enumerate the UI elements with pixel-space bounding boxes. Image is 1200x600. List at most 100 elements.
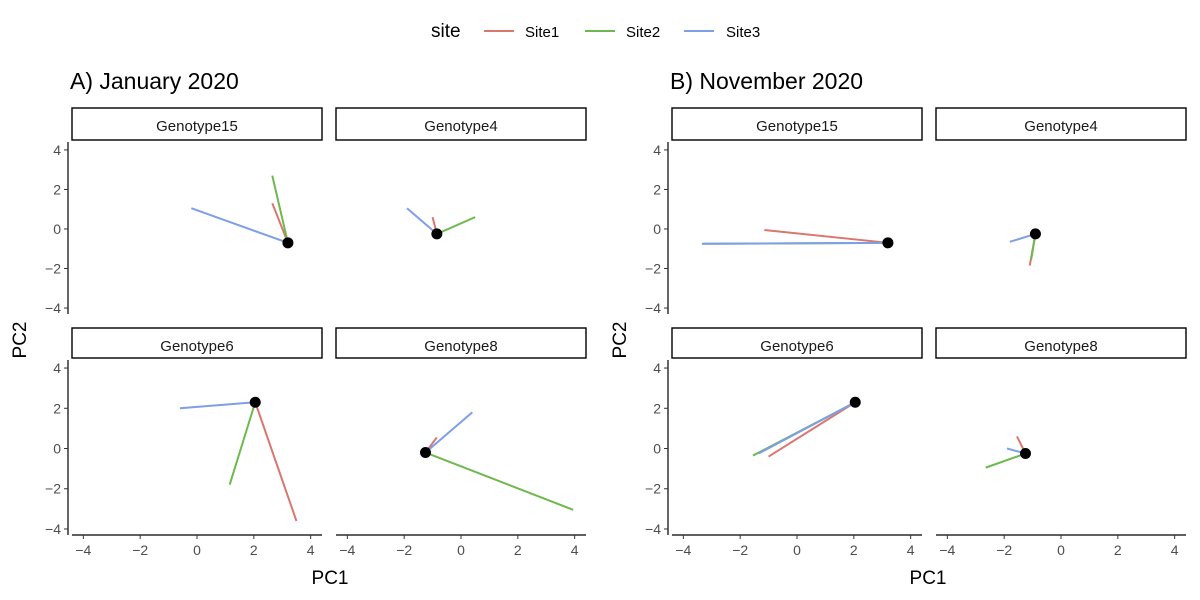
x-tick-label: −4 <box>675 542 691 558</box>
facet-strip <box>671 327 923 359</box>
centroid-point <box>1029 228 1041 240</box>
x-tick-label: 2 <box>850 542 858 558</box>
facet-strip-label: Genotype15 <box>756 118 838 135</box>
y-tick-label: 0 <box>53 221 61 237</box>
y-tick-label: 4 <box>653 142 661 158</box>
segment-site1 <box>764 228 889 244</box>
y-tick-label: 4 <box>653 360 661 376</box>
facet-strip <box>935 327 1187 359</box>
facet-genotype4: Genotype4 <box>335 107 587 240</box>
facet-strip-label: Genotype15 <box>156 118 238 135</box>
centroid-point <box>849 396 861 408</box>
facet-strip <box>335 327 587 359</box>
y-tick-label: 2 <box>653 400 661 416</box>
x-tick-label: −4 <box>75 542 91 558</box>
segment-site1 <box>254 401 298 522</box>
x-tick-label: 4 <box>907 542 915 558</box>
segment-site3 <box>424 411 474 454</box>
x-axis-title: PC1 <box>312 568 349 589</box>
facet-genotype6: Genotype6 −4 −2 0 2 4 −4 −2 0 2 4 <box>45 327 323 558</box>
x-tick-label: 2 <box>1114 542 1122 558</box>
centroid-point <box>249 396 261 408</box>
centroid-point <box>882 237 894 249</box>
legend-entry-site3: Site3 <box>684 24 760 41</box>
facet-strip <box>335 107 587 141</box>
facet-strip <box>71 107 323 141</box>
x-tick-label: −4 <box>339 542 355 558</box>
x-tick-label: −2 <box>396 542 412 558</box>
panel-a-january-2020: A) January 2020 PC1 PC2 Genotype15 −4 −2 0 2… <box>10 68 587 589</box>
segment-site3 <box>406 207 438 235</box>
y-tick-label: −4 <box>45 521 61 537</box>
centroid-point <box>419 447 431 459</box>
segment-site3 <box>179 401 256 410</box>
panel-b-november-2020: B) November 2020 PC1 PC2 Genotype15 −4 −2 0… <box>610 68 1187 589</box>
segment-site3 <box>190 207 289 244</box>
y-tick-label: 4 <box>53 360 61 376</box>
segment-site3 <box>701 241 888 245</box>
facet-strip <box>671 107 923 141</box>
y-tick-label: 0 <box>653 221 661 237</box>
facet-genotype15: Genotype15 −4 −2 0 2 4 <box>645 107 923 316</box>
x-axis-title: PC1 <box>910 568 947 589</box>
y-tick-label: 2 <box>653 181 661 197</box>
y-tick-label: −4 <box>45 300 61 316</box>
y-tick-label: 0 <box>53 441 61 457</box>
panel-title: B) November 2020 <box>670 68 863 94</box>
facet-grid: Genotype15 −4 −2 0 2 4 Genotype4 Genotype6 −4 −2 0… <box>645 107 1187 558</box>
segment-site3 <box>758 401 856 455</box>
facet-strip-label: Genotype8 <box>424 338 497 355</box>
legend-title: site <box>431 21 461 42</box>
facet-genotype8: Genotype8 −4 −2 0 2 4 <box>335 327 587 558</box>
y-tick-label: −4 <box>645 300 661 316</box>
segment-site1 <box>271 202 289 244</box>
y-tick-label: 4 <box>53 142 61 158</box>
y-axis-title: PC2 <box>610 322 631 359</box>
legend-label-site1: Site1 <box>525 24 559 41</box>
x-tick-label: 4 <box>1171 542 1179 558</box>
legend: site Site1 Site2 Site3 <box>431 21 760 42</box>
y-tick-label: 2 <box>53 400 61 416</box>
x-tick-label: 2 <box>514 542 522 558</box>
legend-entry-site2: Site2 <box>585 24 660 41</box>
x-tick-label: 4 <box>571 542 579 558</box>
x-tick-label: 2 <box>250 542 258 558</box>
y-tick-label: 0 <box>653 441 661 457</box>
facet-genotype6: Genotype6 −4 −2 0 2 4 −4 −2 0 2 4 <box>645 327 923 558</box>
segment-site2 <box>271 175 289 244</box>
segment-site2 <box>436 216 476 235</box>
legend-entry-site1: Site1 <box>484 24 559 41</box>
x-tick-label: 4 <box>307 542 315 558</box>
facet-strip-label: Genotype8 <box>1024 338 1097 355</box>
centroid-point <box>431 228 443 240</box>
segment-site1 <box>768 401 856 458</box>
y-tick-label: −2 <box>645 481 661 497</box>
x-tick-label: −2 <box>996 542 1012 558</box>
y-tick-label: −2 <box>45 481 61 497</box>
facet-strip <box>71 327 323 359</box>
facet-strip-label: Genotype4 <box>1024 118 1097 135</box>
facet-grid: Genotype15 −4 −2 0 2 4 Genotype4 Genotype6 −4 −2 0… <box>45 107 587 558</box>
x-tick-label: −4 <box>939 542 955 558</box>
legend-label-site3: Site3 <box>726 24 760 41</box>
x-tick-label: 0 <box>1057 542 1065 558</box>
y-axis-title: PC2 <box>10 322 31 359</box>
facet-strip-label: Genotype4 <box>424 118 497 135</box>
legend-label-site2: Site2 <box>626 24 660 41</box>
x-tick-label: 0 <box>457 542 465 558</box>
facet-strip <box>935 107 1187 141</box>
x-tick-label: 0 <box>193 542 201 558</box>
y-tick-label: −2 <box>45 261 61 277</box>
panel-title: A) January 2020 <box>70 68 239 94</box>
facet-genotype8: Genotype8 −4 −2 0 2 4 <box>935 327 1187 558</box>
segment-site2 <box>228 401 257 486</box>
x-tick-label: −2 <box>732 542 748 558</box>
facet-strip-label: Genotype6 <box>160 338 233 355</box>
facet-strip-label: Genotype6 <box>760 338 833 355</box>
y-tick-label: −4 <box>645 521 661 537</box>
facet-genotype4: Genotype4 <box>935 107 1187 266</box>
segment-site2 <box>425 451 574 511</box>
x-tick-label: 0 <box>793 542 801 558</box>
facet-genotype15: Genotype15 −4 −2 0 2 4 <box>45 107 323 316</box>
